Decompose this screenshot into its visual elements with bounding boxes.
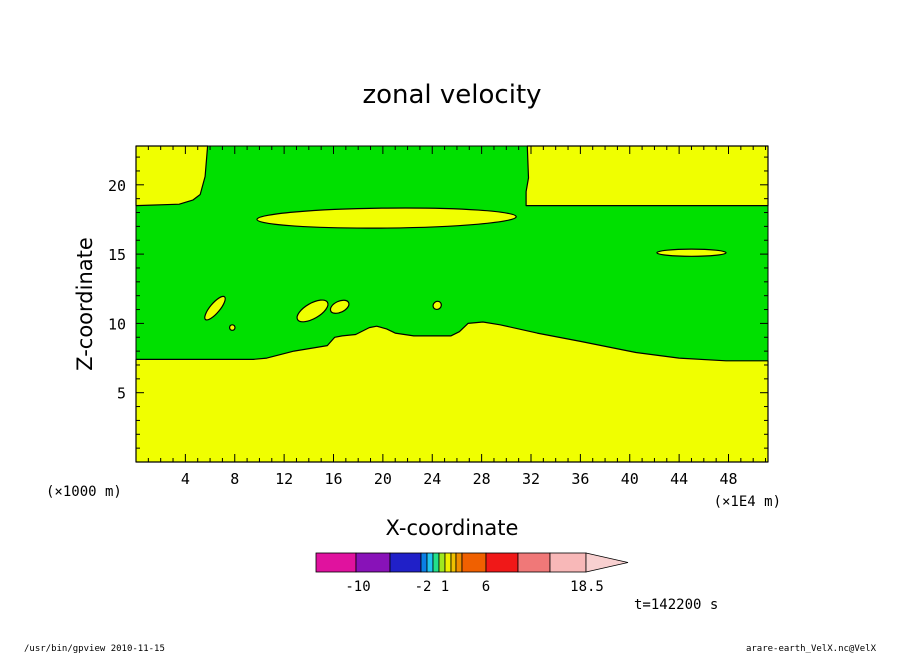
plot-frame [135,145,769,463]
region-blob-8 [228,324,236,331]
colorbar-segment [432,552,440,573]
x-tick-label: 4 [181,470,190,488]
x-tick-label: 8 [230,470,239,488]
region-blob-14 [296,299,329,323]
colorbar-label: -2 [415,579,432,595]
x-axis-label: X-coordinate [386,516,519,540]
colorbar-label: 18.5 [570,579,604,595]
x-axis-ticks: 4 8 12 16 20 24 28 32 36 40 44 48 [147,146,767,488]
colorbar-segment [420,552,428,573]
y-axis-ticks: 5 10 15 20 [108,156,768,449]
colorbar-segment [444,552,452,573]
region-blob-6 [204,295,226,321]
x-tick-label: 48 [719,470,737,488]
x-tick-label: 36 [571,470,589,488]
colorbar-segment [438,552,446,573]
x-tick-label: 44 [670,470,688,488]
x-tick-label: 32 [522,470,540,488]
x-tick-label: 24 [423,470,441,488]
x-tick-label: 28 [473,470,491,488]
colorbar-segment [355,552,391,573]
y-tick-label: 15 [108,246,126,264]
x-unit-left: (×1000 m) [46,484,122,500]
footer-right: arare-earth_VelX.nc@VelX [746,644,877,654]
region-upper-left-positive [135,145,209,207]
chart-title: zonal velocity [362,80,541,110]
time-label: t=142200 s [634,597,718,613]
y-tick-label: 20 [108,177,126,195]
y-tick-label: 10 [108,315,126,333]
x-tick-label: 16 [324,470,342,488]
colorbar-label: -10 [345,579,370,595]
colorbar-segment [549,552,587,573]
colorbar-segment [389,552,422,573]
region-blob-44 [656,248,727,257]
region-upper-right-positive [525,145,769,207]
region-lower-positive [135,321,769,463]
footer-left: /usr/bin/gpview 2010-11-15 [24,644,165,654]
colorbar-segment [455,552,463,573]
region-band-positive [256,207,517,229]
colorbar-extend-arrow [585,552,629,573]
x-tick-label: 40 [621,470,639,488]
colorbar: -10 -2 1 6 18.5 [315,552,629,595]
colorbar-segment [450,552,457,573]
x-tick-label: 12 [275,470,293,488]
region-blob-16 [329,299,350,314]
colorbar-segment [461,552,487,573]
colorbar-segment [315,552,357,573]
colorbar-label: 1 [441,579,449,595]
y-tick-label: 5 [117,385,126,403]
x-tick-label: 20 [374,470,392,488]
colorbar-label: 6 [482,579,490,595]
y-axis-label: Z-coordinate [73,237,97,371]
colorbar-segment [517,552,551,573]
positive-regions [135,145,769,463]
region-blob-24 [432,300,442,311]
colorbar-segment [485,552,519,573]
x-unit-right: (×1E4 m) [714,494,781,510]
colorbar-segment [426,552,434,573]
